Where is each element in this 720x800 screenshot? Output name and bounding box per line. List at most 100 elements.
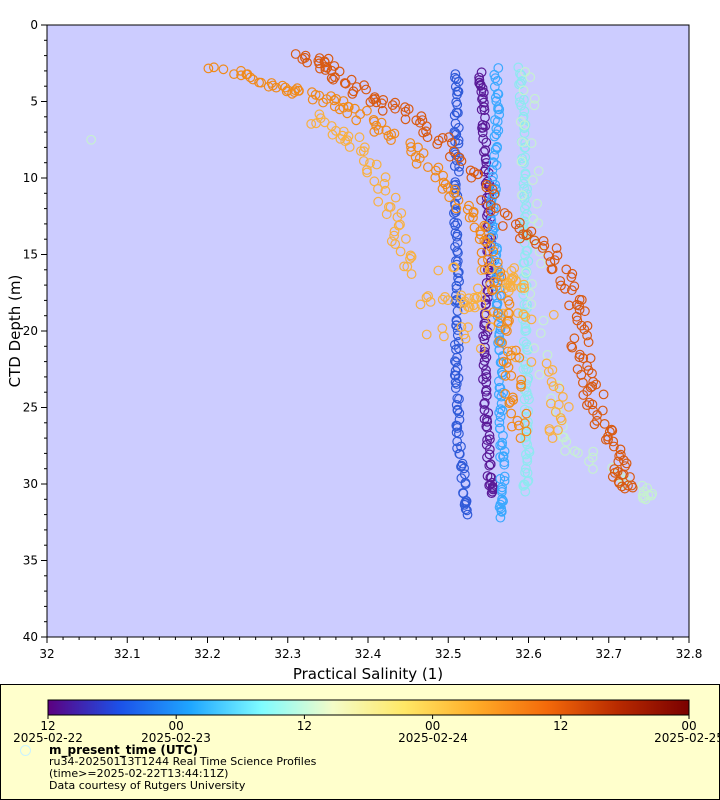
- data-point: [320, 62, 331, 72]
- data-point: [487, 226, 498, 237]
- data-point: [548, 309, 559, 320]
- data-point: [406, 269, 417, 280]
- data-point: [521, 463, 531, 474]
- data-point: [500, 370, 511, 381]
- data-point: [520, 326, 531, 337]
- data-point: [481, 365, 491, 376]
- y-tick-label: 10: [23, 171, 38, 185]
- data-point: [578, 377, 588, 388]
- data-point: [496, 484, 507, 495]
- data-point: [494, 407, 505, 418]
- data-point: [583, 337, 594, 348]
- data-point: [484, 460, 495, 471]
- data-point: [519, 394, 530, 405]
- data-point: [515, 68, 525, 79]
- data-point: [386, 135, 396, 146]
- series-2025-02-22-12z: [474, 67, 499, 499]
- data-point: [450, 184, 460, 195]
- data-point: [497, 338, 508, 348]
- data-point: [320, 57, 330, 68]
- data-point: [413, 142, 423, 153]
- data-point: [587, 452, 598, 463]
- data-point: [516, 379, 526, 390]
- data-point: [406, 251, 417, 262]
- data-point: [487, 165, 498, 176]
- data-point: [453, 135, 464, 146]
- data-point: [522, 345, 533, 355]
- colorbar: 12 00 12 00 12 00 2025-02-22 2025-02-23 2025-02-…: [13, 699, 719, 745]
- data-point: [386, 236, 397, 247]
- data-point: [479, 235, 490, 246]
- colorbar-date-label: 2025-02-25: [654, 731, 719, 745]
- data-point: [449, 127, 460, 137]
- data-point: [369, 126, 380, 137]
- data-point: [529, 235, 540, 246]
- series-2025-02-24-16z: [290, 49, 638, 494]
- data-point: [492, 257, 503, 268]
- data-point: [451, 107, 462, 118]
- data-point: [451, 74, 462, 85]
- data-point: [502, 210, 513, 221]
- data-point: [293, 85, 304, 96]
- data-point: [443, 295, 453, 306]
- data-point: [329, 95, 340, 106]
- data-point: [433, 162, 444, 173]
- scatter-chart: 32 32.1 32.2 32.3 32.4 32.5 32.6 32.7 32.8 0 5 10 1…: [6, 18, 703, 683]
- data-point: [515, 433, 526, 444]
- data-point: [550, 407, 561, 417]
- data-point: [538, 235, 549, 246]
- data-point: [591, 379, 601, 390]
- data-point: [588, 376, 599, 387]
- data-point: [571, 299, 582, 310]
- data-point: [493, 318, 504, 328]
- data-point: [349, 103, 360, 114]
- data-point: [619, 483, 630, 494]
- data-point: [567, 342, 578, 353]
- data-point: [356, 146, 366, 157]
- data-point: [411, 158, 422, 169]
- data-point: [456, 460, 467, 471]
- data-point: [506, 370, 517, 381]
- data-point: [395, 219, 405, 230]
- data-point: [450, 356, 460, 367]
- data-point: [532, 198, 542, 209]
- data-point: [329, 61, 340, 71]
- data-point: [522, 375, 533, 385]
- data-point: [218, 64, 229, 75]
- data-point: [451, 256, 461, 266]
- data-point: [504, 398, 515, 409]
- data-point: [534, 369, 545, 380]
- data-point: [533, 166, 544, 176]
- data-point: [529, 100, 540, 111]
- data-point: [518, 178, 529, 189]
- data-point: [518, 289, 529, 300]
- data-point: [368, 94, 379, 105]
- series-2025-02-22-18z: [449, 69, 473, 520]
- data-point: [537, 243, 548, 253]
- data-point: [453, 76, 464, 87]
- data-point: [520, 250, 530, 261]
- data-point: [518, 481, 529, 491]
- series-2025-02-23-08z: [513, 62, 535, 497]
- data-point: [604, 426, 615, 437]
- data-point: [437, 183, 448, 194]
- data-point: [583, 365, 594, 376]
- data-point: [519, 385, 530, 395]
- data-point: [470, 302, 480, 313]
- colorbar-tick-label: 00: [681, 719, 696, 733]
- data-point: [422, 132, 433, 143]
- data-point: [330, 72, 340, 82]
- data-point: [518, 85, 529, 96]
- data-point: [574, 352, 585, 363]
- data-point: [510, 352, 521, 363]
- data-point: [449, 188, 459, 199]
- y-tick-label: 30: [23, 477, 38, 491]
- x-tick-label: 32.8: [676, 647, 703, 661]
- x-tick-label: 32.5: [435, 647, 462, 661]
- data-point: [561, 436, 572, 447]
- data-point: [519, 272, 529, 283]
- x-tick-label: 32.2: [194, 647, 221, 661]
- data-point: [485, 264, 496, 275]
- data-point: [459, 329, 469, 340]
- data-point: [483, 254, 493, 265]
